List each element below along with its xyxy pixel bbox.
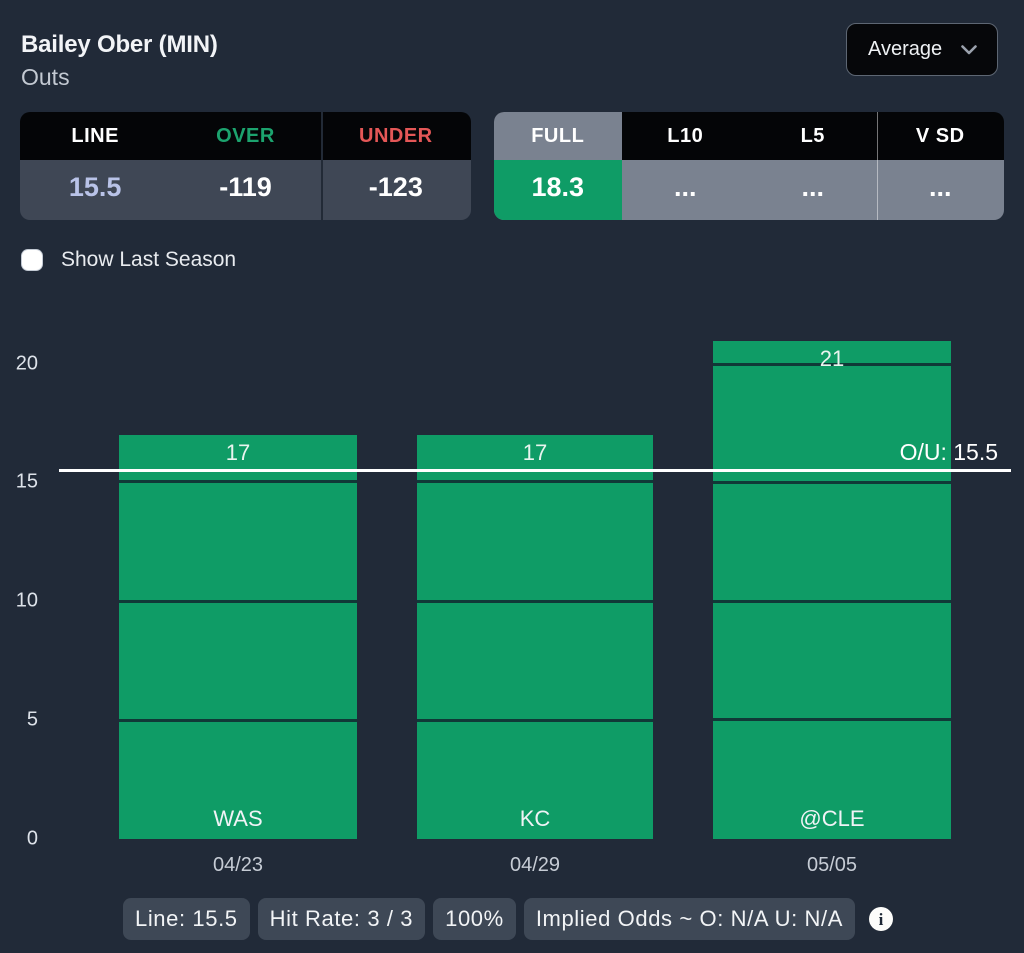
svg-text:i: i xyxy=(879,910,884,929)
